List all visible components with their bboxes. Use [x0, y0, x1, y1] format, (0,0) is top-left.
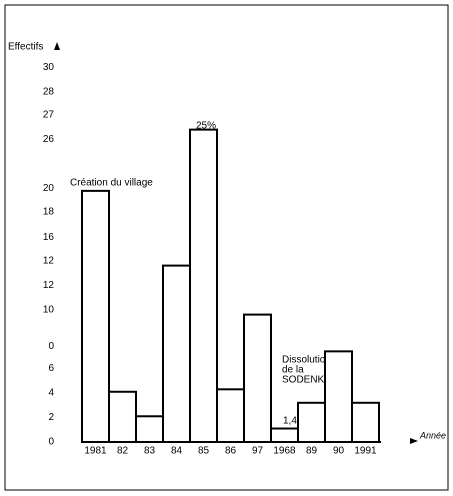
- bar: [108, 390, 137, 443]
- bar: [351, 401, 380, 443]
- annotation: Création du village: [70, 178, 153, 189]
- x-tick-label: 1991: [354, 446, 377, 457]
- y-tick-label: 0: [48, 437, 54, 448]
- x-tick-label: 86: [225, 446, 237, 457]
- bar: [270, 427, 299, 443]
- annotation: Dissolution: [282, 355, 331, 366]
- x-tick-label: 83: [144, 446, 156, 457]
- annotation: de la: [282, 365, 304, 376]
- annotation: 25%: [196, 121, 216, 132]
- y-tick-label: 16: [43, 232, 55, 243]
- annotation: SODENKAM: [282, 375, 339, 386]
- bar: [243, 313, 272, 444]
- x-tick-label: 1981: [84, 446, 107, 457]
- annotation: 1,4%: [283, 416, 306, 427]
- bar: [216, 388, 245, 444]
- y-tick-label: 0: [48, 341, 54, 352]
- y-tick-label: 18: [43, 206, 55, 217]
- x-tick-label: 84: [171, 446, 183, 457]
- x-axis-label: Année: [419, 430, 446, 440]
- y-tick-label: 4: [48, 388, 54, 399]
- y-tick-label: 30: [43, 62, 55, 73]
- y-axis-label: Effectifs: [8, 42, 43, 53]
- bar: [162, 264, 191, 443]
- y-tick-label: 2: [48, 412, 54, 423]
- y-arrow: [54, 42, 60, 50]
- bar: [324, 350, 353, 444]
- x-tick-label: 82: [117, 446, 129, 457]
- y-tick-label: 10: [43, 304, 55, 315]
- y-tick-label: 20: [43, 183, 55, 194]
- bar: [135, 415, 164, 443]
- bar: [297, 401, 326, 443]
- y-tick-label: 28: [43, 86, 55, 97]
- frame: [4, 4, 449, 491]
- bar: [81, 189, 110, 443]
- y-tick-label: 6: [48, 363, 54, 374]
- x-arrow: [410, 438, 418, 444]
- x-tick-label: 85: [198, 446, 210, 457]
- y-tick-label: 26: [43, 134, 55, 145]
- x-tick-label: 89: [306, 446, 318, 457]
- bar: [189, 128, 218, 443]
- x-tick-label: 97: [252, 446, 264, 457]
- y-tick-label: 27: [43, 110, 55, 121]
- y-tick-label: 12: [43, 255, 55, 266]
- x-tick-label: 1968: [273, 446, 296, 457]
- x-tick-label: 90: [333, 446, 345, 457]
- y-tick-label: 12: [43, 280, 55, 291]
